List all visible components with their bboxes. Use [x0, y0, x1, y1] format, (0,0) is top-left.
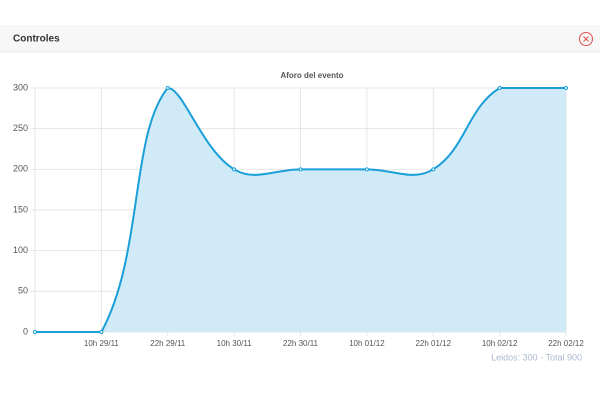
point [564, 86, 568, 90]
close-button[interactable] [579, 32, 593, 46]
point [33, 330, 37, 334]
x-tick-label: 10h 30/11 [217, 339, 253, 348]
point [99, 330, 104, 334]
y-tick-label: 100 [13, 245, 28, 255]
y-tick-label: 200 [13, 164, 28, 174]
y-tick-label: 250 [13, 123, 28, 133]
point [364, 167, 369, 172]
y-tick-label: 300 [13, 82, 28, 92]
x-tick-label: 10h 01/12 [349, 339, 385, 348]
point [431, 167, 436, 172]
chart-title: Aforo del evento [280, 71, 343, 80]
y-tick-label: 50 [18, 286, 28, 296]
panel-title: Controles [13, 34, 60, 45]
x-tick-label: 22h 02/12 [548, 339, 584, 348]
header-bar [0, 25, 600, 52]
x-tick-label: 10h 02/12 [482, 339, 518, 348]
point [497, 86, 502, 90]
point [165, 86, 170, 90]
x-tick-label: 22h 01/12 [415, 339, 451, 348]
area [35, 88, 566, 332]
footer-text: Leidos: 300 - Total 900 [491, 352, 582, 362]
point [232, 167, 237, 172]
y-tick-label: 0 [23, 326, 28, 336]
x-tick-label: 10h 29/11 [84, 339, 120, 348]
x-tick-label: 22h 29/11 [150, 339, 186, 348]
y-tick-label: 150 [13, 204, 28, 214]
x-tick-label: 22h 30/11 [283, 339, 319, 348]
point [298, 167, 303, 172]
line [35, 86, 566, 334]
